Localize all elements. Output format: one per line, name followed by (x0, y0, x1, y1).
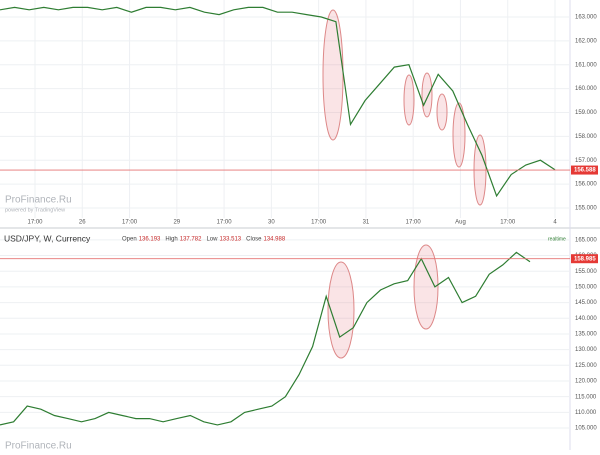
symbol-title: USD/JPY, W, Currency (4, 233, 91, 243)
y-tick-label: 162.000 (575, 38, 597, 44)
y-tick-label: 115.000 (575, 394, 597, 400)
price-line (0, 251, 531, 426)
x-tick-label: 26 (79, 220, 86, 226)
y-tick-label: 165.000 (575, 237, 597, 243)
watermark: ProFinance.Ru (5, 441, 72, 450)
highlight (322, 9, 344, 141)
price-tag (571, 165, 598, 175)
y-tick-label: 140.000 (575, 316, 597, 322)
y-tick-label: 150.000 (575, 284, 597, 290)
watermark: ProFinance.Ru (5, 195, 72, 206)
highlight (413, 244, 439, 330)
highlight (327, 261, 355, 359)
x-tick-label: Aug (455, 220, 466, 226)
y-tick-label: 163.000 (575, 15, 597, 21)
y-tick-label: 135.000 (575, 332, 597, 338)
y-tick-label: 155.000 (575, 269, 597, 275)
x-tick-label: 4 (553, 220, 557, 226)
y-tick-label: 159.000 (575, 110, 597, 116)
x-tick-label: 17:00 (406, 220, 422, 226)
x-tick-label: 17:00 (122, 220, 138, 226)
x-tick-label: 17:00 (500, 220, 516, 226)
y-tick-label: 156.000 (575, 182, 597, 188)
ohlc-value: 137.782 (180, 237, 202, 243)
ohlc-name: Low (206, 237, 218, 243)
y-tick-label: 105.000 (575, 426, 597, 432)
y-tick-label: 120.000 (575, 379, 597, 385)
ohlc-name: Close (246, 237, 262, 243)
x-tick-label: 30 (268, 220, 275, 226)
price-tag (571, 254, 598, 264)
watermark-sub: powered by TradingView (5, 207, 65, 213)
status-label: realtime (548, 236, 566, 242)
price-tag-label: 158.985 (574, 256, 596, 262)
x-tick-label: 31 (363, 220, 370, 226)
price-line (0, 6, 556, 198)
y-tick-label: 160.000 (575, 86, 597, 92)
y-tick-label: 158.000 (575, 134, 597, 140)
ohlc-value: 136.193 (139, 237, 161, 243)
ohlc-name: Open (122, 237, 137, 243)
y-tick-label: 161.000 (575, 62, 597, 68)
ohlc-value: 133.513 (219, 237, 241, 243)
ohlc-value: 134.988 (264, 237, 286, 243)
x-tick-label: 17:00 (217, 220, 233, 226)
ohlc-name: High (165, 237, 177, 243)
y-tick-label: 157.000 (575, 158, 597, 164)
price-tag-label: 156.588 (574, 168, 596, 174)
y-tick-label: 145.000 (575, 300, 597, 306)
y-tick-label: 125.000 (575, 363, 597, 369)
highlight (436, 93, 448, 131)
highlight (421, 72, 433, 118)
x-tick-label: 17:00 (27, 220, 43, 226)
highlight (403, 74, 415, 126)
highlights (322, 9, 487, 359)
highlight (452, 102, 466, 168)
x-tick-label: 17:00 (311, 220, 327, 226)
y-tick-label: 155.000 (575, 206, 597, 212)
x-tick-label: 29 (173, 220, 180, 226)
y-tick-label: 130.000 (575, 347, 597, 353)
y-tick-label: 110.000 (575, 410, 597, 416)
